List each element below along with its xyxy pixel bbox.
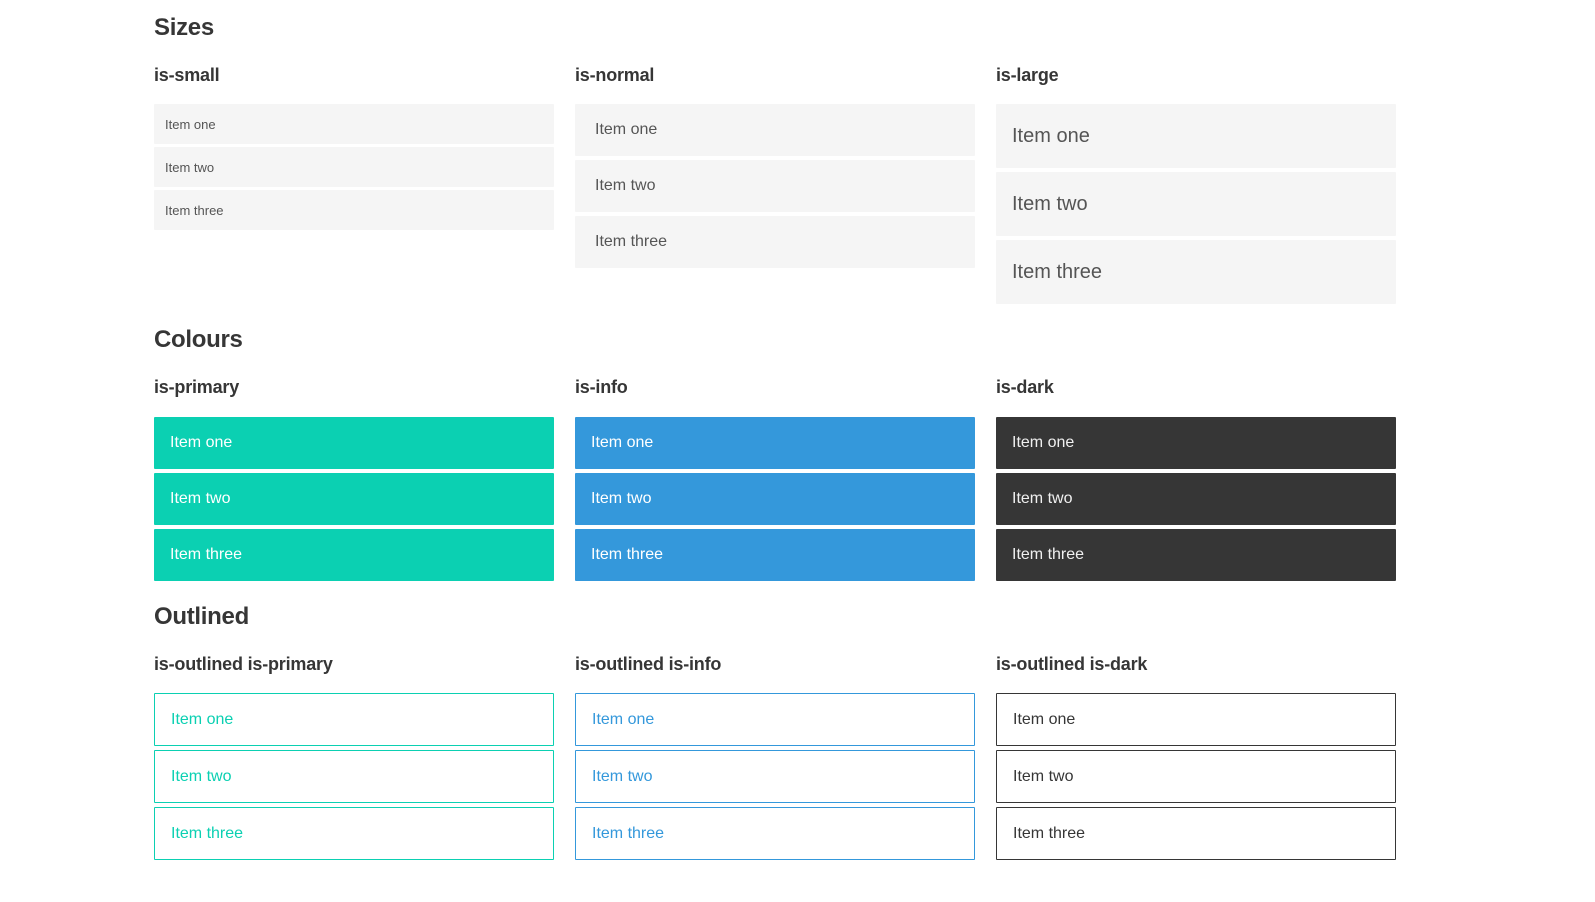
list-info: Item one Item two Item three	[575, 416, 975, 581]
section-colours: Colours is-primary Item one Item two Item th…	[154, 326, 1396, 581]
list-item[interactable]: Item one	[996, 693, 1396, 747]
list-item[interactable]: Item two	[154, 472, 554, 525]
list-item[interactable]: Item one	[154, 416, 554, 469]
list-item[interactable]: Item three	[154, 807, 554, 861]
section-outlined: Outlined is-outlined is-primary Item one It…	[154, 602, 1396, 861]
list-item[interactable]: Item one	[154, 104, 554, 145]
list-dark: Item one Item two Item three	[996, 416, 1396, 581]
list-small: Item one Item two Item three	[154, 104, 554, 231]
list-item[interactable]: Item three	[575, 528, 975, 581]
column-normal: is-normal Item one Item two Item three	[575, 65, 975, 269]
section-title: Outlined	[154, 602, 249, 630]
variant-label: is-small	[154, 64, 220, 85]
section-sizes: Sizes is-small Item one Item two Item three i…	[154, 14, 1396, 305]
column-info: is-info Item one Item two Item three	[575, 377, 975, 581]
list-item[interactable]: Item two	[154, 750, 554, 804]
list-item[interactable]: Item two	[996, 172, 1396, 237]
variant-label: is-primary	[154, 377, 240, 398]
list-item[interactable]: Item one	[575, 693, 975, 747]
column-outlined-dark: is-outlined is-dark Item one Item two Item …	[996, 654, 1396, 861]
variant-label: is-info	[575, 377, 628, 398]
list-item[interactable]: Item three	[996, 528, 1396, 581]
list-item[interactable]: Item one	[996, 416, 1396, 469]
variant-label: is-large	[996, 64, 1059, 85]
variant-label: is-outlined is-dark	[996, 653, 1148, 674]
list-item[interactable]: Item one	[996, 104, 1396, 169]
list-outlined-info: Item one Item two Item three	[575, 693, 975, 861]
list-outlined-dark: Item one Item two Item three	[996, 693, 1396, 861]
variant-columns-row: is-primary Item one Item two Item three is-i…	[154, 377, 1396, 581]
variant-columns-row: is-small Item one Item two Item three is-nor…	[154, 65, 1396, 305]
section-title: Sizes	[154, 14, 214, 41]
variant-label: is-outlined is-info	[575, 653, 722, 674]
list-item[interactable]: Item one	[575, 416, 975, 469]
list-large: Item one Item two Item three	[996, 104, 1396, 305]
list-primary: Item one Item two Item three	[154, 416, 554, 581]
list-item[interactable]: Item three	[575, 216, 975, 269]
variant-label: is-dark	[996, 377, 1054, 398]
column-outlined-primary: is-outlined is-primary Item one Item two It…	[154, 654, 554, 861]
list-item[interactable]: Item two	[154, 147, 554, 188]
variant-columns-row: is-outlined is-primary Item one Item two It…	[154, 654, 1396, 861]
list-item[interactable]: Item three	[996, 807, 1396, 861]
column-small: is-small Item one Item two Item three	[154, 65, 554, 231]
list-item[interactable]: Item one	[154, 693, 554, 747]
list-item[interactable]: Item two	[996, 472, 1396, 525]
column-dark: is-dark Item one Item two Item three	[996, 377, 1396, 581]
list-outlined-primary: Item one Item two Item three	[154, 693, 554, 861]
list-item[interactable]: Item three	[154, 190, 554, 231]
list-item[interactable]: Item two	[996, 750, 1396, 804]
list-item[interactable]: Item three	[996, 240, 1396, 305]
list-normal: Item one Item two Item three	[575, 104, 975, 269]
list-item[interactable]: Item one	[575, 104, 975, 157]
list-item[interactable]: Item two	[575, 750, 975, 804]
column-outlined-info: is-outlined is-info Item one Item two Item …	[575, 654, 975, 861]
variant-label: is-normal	[575, 64, 655, 85]
section-title: Colours	[154, 326, 243, 354]
list-item[interactable]: Item three	[575, 807, 975, 861]
column-large: is-large Item one Item two Item three	[996, 65, 1396, 305]
list-item[interactable]: Item two	[575, 160, 975, 213]
list-item[interactable]: Item three	[154, 528, 554, 581]
list-item[interactable]: Item two	[575, 472, 975, 525]
column-primary: is-primary Item one Item two Item three	[154, 377, 554, 581]
variant-label: is-outlined is-primary	[154, 653, 333, 674]
